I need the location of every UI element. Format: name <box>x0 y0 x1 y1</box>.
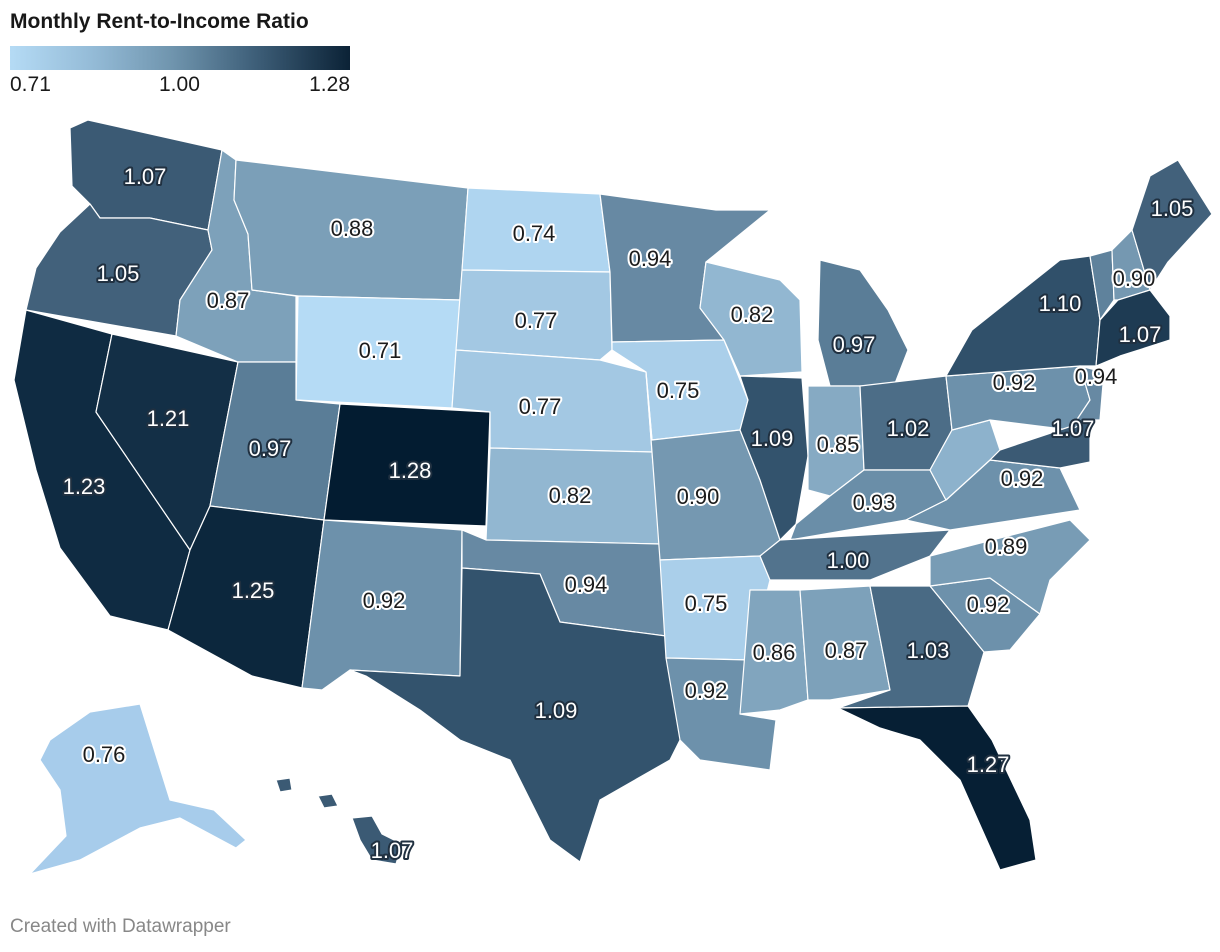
state-maine <box>1131 159 1213 291</box>
value-label-tennessee: 1.00 <box>827 548 870 573</box>
state-hawaii <box>275 777 403 865</box>
value-label-georgia: 1.03 <box>907 638 950 663</box>
value-label-missouri: 0.90 <box>677 484 720 509</box>
state-texas <box>349 567 691 863</box>
value-label-south-dakota: 0.77 <box>515 308 558 333</box>
value-label-north-carolina: 0.89 <box>985 534 1028 559</box>
value-label-texas: 1.09 <box>535 698 578 723</box>
state-alabama <box>799 585 891 701</box>
value-label-wisconsin: 0.82 <box>731 302 774 327</box>
value-label-washington: 1.07 <box>124 164 167 189</box>
value-label-colorado: 1.28 <box>389 458 432 483</box>
value-label-new-mexico: 0.92 <box>363 588 406 613</box>
value-label-massachusetts: 1.07 <box>1119 322 1162 347</box>
legend-min-label: 0.71 <box>10 73 51 96</box>
value-label-new-york: 1.10 <box>1039 291 1082 316</box>
value-label-michigan: 0.97 <box>833 332 876 357</box>
value-label-pennsylvania: 0.92 <box>993 370 1036 395</box>
value-label-arkansas: 0.75 <box>685 591 728 616</box>
value-label-idaho: 0.87 <box>207 288 250 313</box>
value-label-hawaii: 1.07 <box>371 838 414 863</box>
value-label-maryland: 1.07 <box>1052 416 1095 441</box>
credit-line: Created with Datawrapper <box>10 916 231 937</box>
value-label-virginia: 0.92 <box>1001 466 1044 491</box>
value-label-nevada: 1.21 <box>147 406 190 431</box>
state-florida <box>837 705 1037 871</box>
value-label-north-dakota: 0.74 <box>513 221 556 246</box>
value-label-mississippi: 0.86 <box>753 640 796 665</box>
state-michigan <box>817 259 909 387</box>
value-label-minnesota: 0.94 <box>629 246 672 271</box>
value-label-new-hampshire: 0.90 <box>1113 266 1156 291</box>
value-label-iowa: 0.75 <box>657 378 700 403</box>
labels-layer: 1.07 1.05 1.23 1.21 0.87 0.88 0.71 0.97 1.25 1.28… <box>61 162 1196 865</box>
value-label-kentucky: 0.93 <box>853 490 896 515</box>
state-new-york <box>945 255 1101 377</box>
value-label-indiana: 0.85 <box>817 432 860 457</box>
value-label-utah: 0.97 <box>249 436 292 461</box>
state-new-jersey <box>1069 365 1105 431</box>
state-wisconsin <box>699 261 803 377</box>
state-alaska <box>29 703 247 875</box>
value-label-maine: 1.05 <box>1151 196 1194 221</box>
state-colorado <box>323 403 491 527</box>
legend-gradient-bar <box>10 46 350 70</box>
value-label-oklahoma: 0.94 <box>565 572 608 597</box>
value-label-nebraska: 0.77 <box>519 394 562 419</box>
value-label-wyoming: 0.71 <box>359 338 402 363</box>
value-label-alabama: 0.87 <box>825 638 868 663</box>
color-legend: 0.71 1.00 1.28 <box>10 46 350 99</box>
value-label-arizona: 1.25 <box>232 578 275 603</box>
legend-labels: 0.71 1.00 1.28 <box>10 73 350 99</box>
value-label-montana: 0.88 <box>331 216 374 241</box>
value-label-louisiana: 0.92 <box>685 678 728 703</box>
legend-mid-label: 1.00 <box>159 73 200 96</box>
value-label-ohio: 1.02 <box>887 416 930 441</box>
value-label-illinois: 1.09 <box>751 426 794 451</box>
legend-max-label: 1.28 <box>309 73 350 96</box>
state-north-carolina <box>929 519 1091 615</box>
value-label-california: 1.23 <box>63 474 106 499</box>
state-massachusetts <box>1095 289 1171 367</box>
value-label-south-carolina: 0.92 <box>967 592 1010 617</box>
value-label-alaska: 0.76 <box>83 742 126 767</box>
value-label-florida: 1.27 <box>967 752 1010 777</box>
value-label-oregon: 1.05 <box>97 261 140 286</box>
state-south-dakota <box>455 269 613 361</box>
chart-title: Monthly Rent-to-Income Ratio <box>10 10 309 33</box>
states-layer <box>13 119 1213 875</box>
value-label-kansas: 0.82 <box>549 483 592 508</box>
state-mississippi <box>739 589 809 715</box>
value-label-new-jersey: 0.94 <box>1075 364 1118 389</box>
